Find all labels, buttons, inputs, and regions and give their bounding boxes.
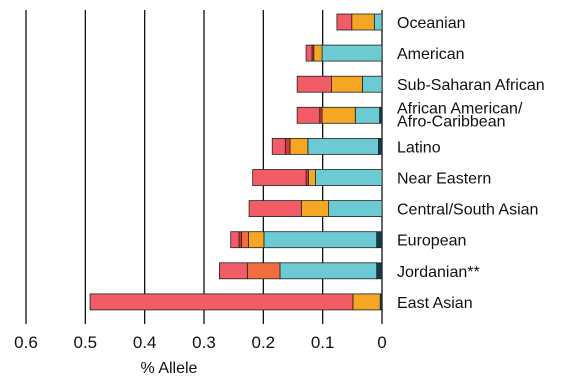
bar-segment [331,75,363,93]
x-tick-label: 0.2 [252,333,276,352]
category-label: East Asian [397,295,473,312]
bar-segment [89,293,354,311]
category-labels: Oceanian American Sub-Saharan African Afric… [397,15,545,312]
bar-segment [376,262,383,280]
category-label: European [397,233,466,250]
bar-segment [321,106,356,124]
x-tick-label: 0.6 [14,333,38,352]
category-label-line: Afro-Caribbean [397,113,506,130]
bar-segment [296,106,321,124]
bar-segment [219,262,248,280]
x-tick-labels: 0.6 0.5 0.4 0.3 0.2 0.1 0 [14,333,387,352]
bars [89,13,383,311]
bar-segment [352,293,381,311]
category-label: Jordanian** [397,264,480,281]
bar-segment [354,106,381,124]
bar-segment [230,231,240,249]
bar-segment [351,13,375,31]
category-label: Near Eastern [397,171,491,188]
x-tick-label: 0 [377,333,386,352]
category-label: American [397,46,465,63]
bar-segment [305,44,313,62]
bar-segment [246,262,281,280]
bar-segment [328,200,383,218]
bar-segment [307,137,379,155]
bar-segment [263,231,378,249]
x-tick-label: 0.5 [74,333,98,352]
category-label-line: African American/ [397,100,523,117]
bar-segment [376,231,383,249]
category-label: Sub-Saharan African [397,77,545,94]
bar-segment [378,137,383,155]
category-label: Central/South Asian [397,202,538,219]
bar-segment [321,44,383,62]
bar-segment [296,75,332,93]
bar-segment [308,169,316,186]
bar-segment [248,231,265,249]
bar-segment [362,75,383,93]
x-tick-label: 0.4 [133,333,157,352]
x-tick-label: 0.3 [192,333,216,352]
bar-segment [248,200,302,218]
category-label: African American/Afro-Caribbean [397,100,523,130]
bar-segment [271,137,286,155]
bar-segment [313,44,323,62]
bar-segment [289,137,309,155]
bar-segment [279,262,378,280]
x-tick-label: 0.1 [311,333,335,352]
bar-segment [336,13,353,31]
category-label: Oceanian [397,15,466,32]
gridlines [25,10,383,324]
x-axis-label: % Allele [141,360,198,377]
category-label: Latino [397,139,441,156]
bar-segment [300,200,330,218]
bar-segment [252,169,307,186]
bar-segment [240,231,249,249]
bar-segment [315,169,383,186]
bar-segment [373,13,383,31]
bar-segment [284,137,291,155]
